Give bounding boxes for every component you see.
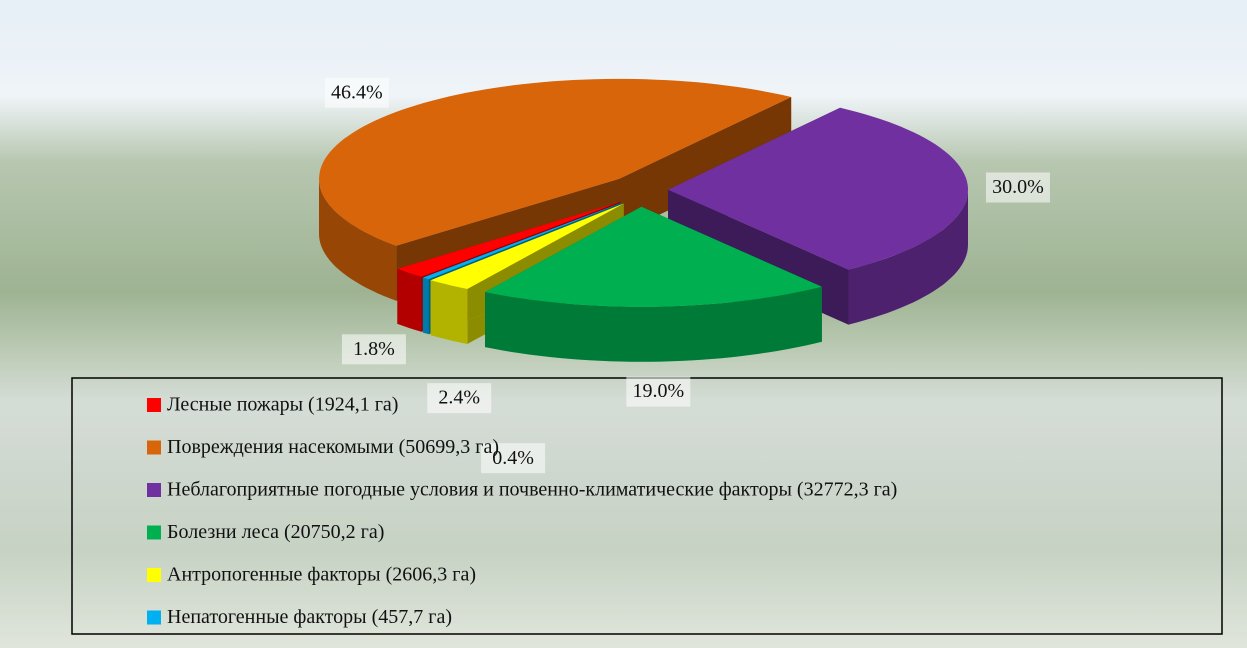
legend-label: Неблагоприятные погодные условия и почве… bbox=[167, 479, 897, 501]
legend-label: Лесные пожары (1924,1 га) bbox=[167, 394, 398, 416]
legend-label: Болезни леса (20750,2 га) bbox=[167, 521, 384, 543]
chart: 1.8%46.4%30.0%19.0%2.4%0.4% Лесные пожар… bbox=[0, 0, 1247, 648]
slice-shade bbox=[423, 278, 429, 335]
legend-swatch bbox=[147, 526, 161, 540]
data-label: 30.0% bbox=[992, 176, 1044, 198]
data-label: 19.0% bbox=[632, 380, 684, 402]
legend-label: Непатогенные факторы (457,7 га) bbox=[167, 606, 452, 628]
legend-swatch bbox=[147, 441, 161, 455]
data-label: 1.8% bbox=[353, 338, 395, 360]
legend-label: Повреждения насекомыми (50699,3 га) bbox=[167, 436, 499, 458]
legend-label: Антропогенные факторы (2606,3 га) bbox=[167, 564, 476, 586]
data-label: 46.4% bbox=[331, 81, 383, 103]
legend-swatch bbox=[147, 611, 161, 625]
data-label: 2.4% bbox=[438, 387, 480, 409]
legend-swatch bbox=[147, 568, 161, 582]
legend-swatch bbox=[147, 398, 161, 412]
slice-shade bbox=[397, 269, 421, 332]
legend-swatch bbox=[147, 483, 161, 497]
slice-shade bbox=[431, 280, 468, 344]
